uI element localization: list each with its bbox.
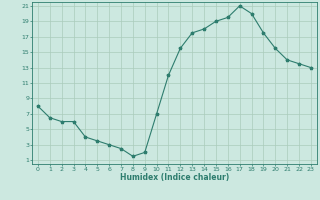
X-axis label: Humidex (Indice chaleur): Humidex (Indice chaleur) bbox=[120, 173, 229, 182]
